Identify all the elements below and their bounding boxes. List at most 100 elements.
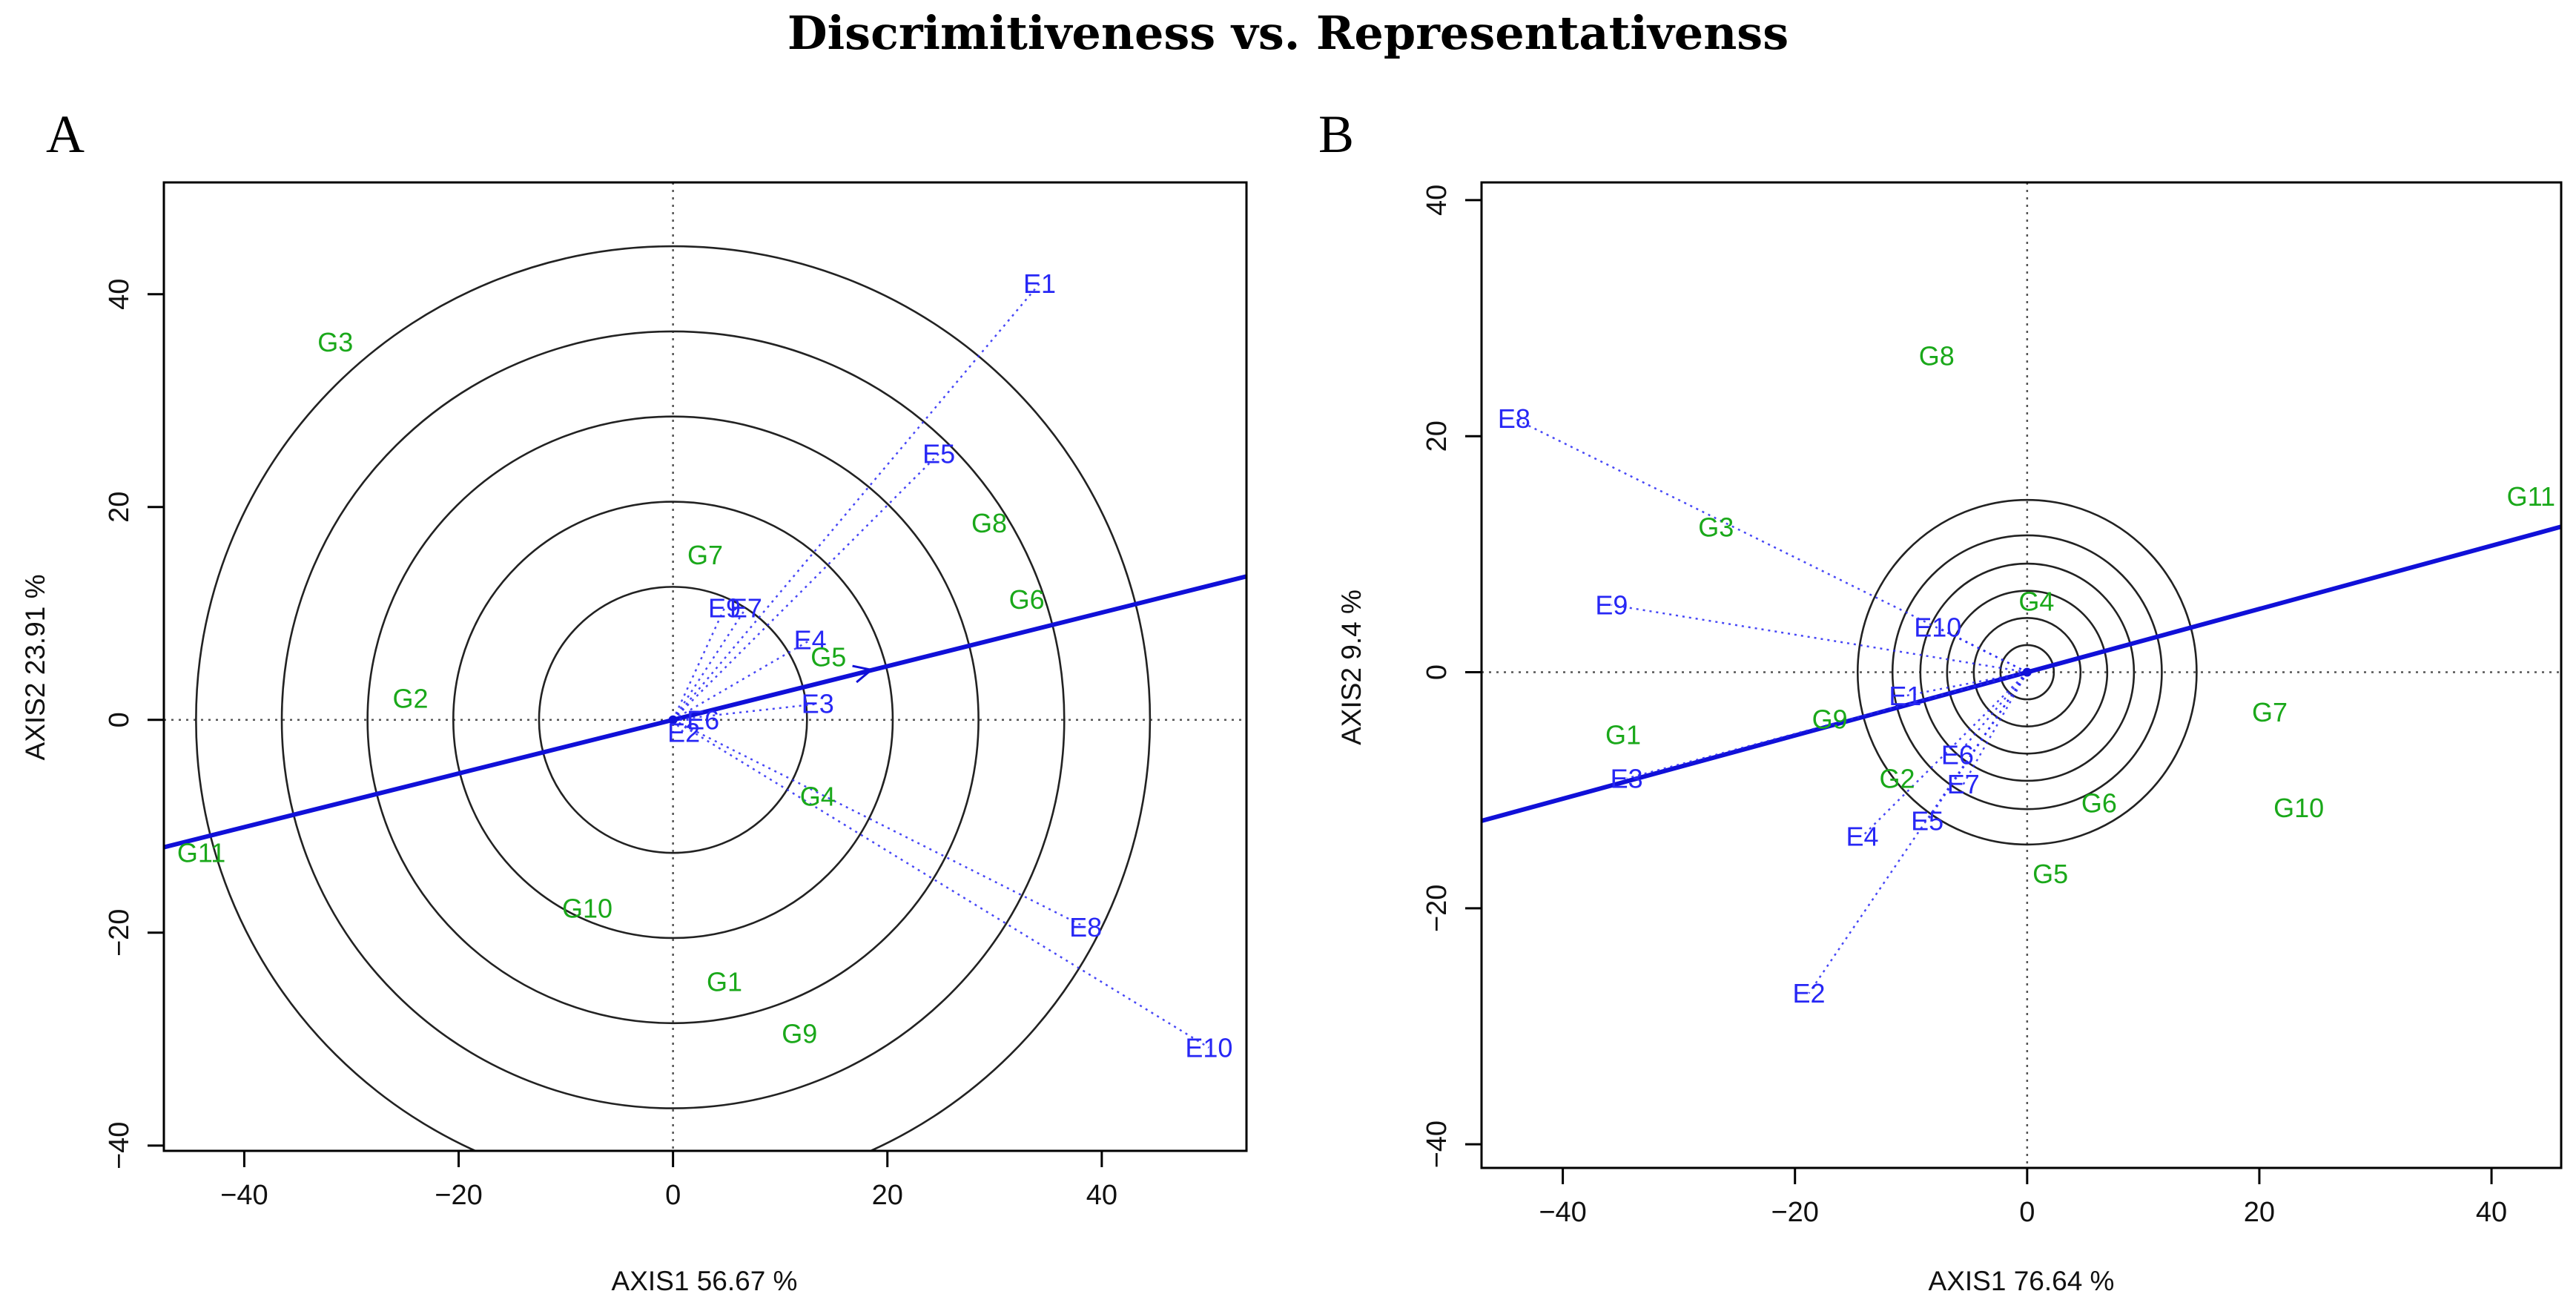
y-tick-label: −20 [104,909,135,957]
y-axis-label: AXIS2 23.91 % [20,575,50,761]
environment-label-e7: E7 [730,593,762,624]
y-tick-label: −40 [104,1122,135,1169]
environment-vector-e9 [672,607,726,721]
environment-vector-e10 [672,719,1210,1049]
concentric-circle-3 [366,415,980,1025]
panel-letter: B [1318,105,1354,164]
x-tick-label: 40 [2476,1197,2507,1228]
x-tick-label: 0 [2019,1197,2035,1228]
x-tick-label: −20 [1771,1197,1818,1228]
concentric-circle-5 [195,245,1152,1151]
y-axis-label: AXIS2 9.4 % [1336,590,1367,745]
y-tick-label: −20 [1421,885,1453,932]
x-tick-label: −20 [435,1180,482,1211]
plot-frame [162,181,1248,1152]
genotype-label-g3: G3 [1698,512,1734,542]
environment-vector-e6 [1956,671,2028,756]
panel-a: −40 −20 0 20 40 −40 −20 0 20 40 AXIS1 56.67 % AXIS2… [20,105,1248,1296]
concentric-circle-1 [1999,644,2055,701]
environment-label-e5: E5 [922,438,955,469]
concentric-circle-3 [1946,590,2109,755]
environment-label-e3: E3 [1611,763,1643,793]
genotype-label-g4: G4 [2018,587,2054,617]
origin-point [668,715,678,724]
environment-label-e6: E6 [687,704,719,735]
x-tick-label: 0 [665,1180,681,1211]
genotype-label-g2: G2 [392,684,428,714]
environment-vector-e4 [1861,671,2028,837]
y-tick-label: 20 [104,492,135,523]
concentric-circle-1 [538,586,808,854]
environment-label-e8: E8 [1069,912,1102,942]
genotype-label-g8: G8 [971,508,1007,538]
genotype-label-g9: G9 [782,1019,817,1049]
genotype-label-g8: G8 [1919,340,1955,371]
environment-label-e6: E6 [1941,739,1974,770]
environment-label-e1: E1 [1889,681,1921,711]
concentric-circle-2 [452,501,894,940]
environment-vector-e8 [673,719,1086,928]
x-tick-label: 20 [872,1180,903,1211]
genotype-label-g7: G7 [2252,697,2288,727]
genotype-label-g10: G10 [562,893,612,923]
environment-vector-e1 [672,283,1040,721]
genotype-label-g6: G6 [2081,788,2117,819]
genotype-label-g9: G9 [1812,704,1848,735]
x-tick-label: 40 [1086,1180,1117,1211]
genotype-label-g3: G3 [317,327,353,357]
y-tick-label: −40 [1421,1120,1453,1168]
y-tick-label: 20 [1421,420,1453,452]
environment-label-e10: E10 [1914,613,1961,643]
environment-vector-e7 [1962,671,2028,785]
concentric-circle-4 [280,330,1066,1109]
plot-area [164,182,1246,1151]
y-tick-label: 40 [1421,185,1453,216]
genotype-label-g5: G5 [2032,859,2068,889]
genotype-label-g11: G11 [2507,481,2555,512]
y-tick-label: 0 [104,712,135,727]
concentric-circle-6 [1856,498,2198,846]
x-axis-label: AXIS1 76.64 % [1929,1266,2115,1296]
environment-vector-e1 [1905,671,2028,697]
environment-label-e7: E7 [1947,769,1980,799]
x-tick-label: −40 [1539,1197,1586,1228]
environment-label-e9: E9 [1595,590,1628,620]
average-axis-arrowhead [852,664,874,684]
environment-vector-e9 [1611,604,2028,673]
environment-vector-e3 [1626,671,2028,779]
environment-label-e3: E3 [802,689,834,719]
environment-vector-e2 [672,719,685,733]
concentric-circle-2 [1972,617,2082,728]
plot-area [1482,182,2561,1168]
average-environment-axis [1482,524,2561,823]
average-environment-axis [164,574,1246,850]
genotype-label-g1: G1 [707,966,742,997]
environment-label-e10: E10 [1185,1032,1232,1063]
x-tick-label: 20 [2244,1197,2275,1228]
environment-vector-e5 [672,453,940,721]
environment-label-e4: E4 [794,625,827,656]
plot-frame [1480,181,2563,1169]
genotype-label-g10: G10 [2273,793,2324,823]
panel-letter: A [46,105,85,164]
environment-label-e8: E8 [1498,403,1530,434]
environment-label-e4: E4 [1846,821,1878,851]
x-axis-label: AXIS1 56.67 % [612,1266,798,1296]
environment-vector-e3 [673,702,818,722]
environment-vector-e2 [1808,671,2028,994]
environment-label-e2: E2 [667,717,700,747]
y-tick-label: 0 [1421,664,1453,680]
genotype-label-g4: G4 [800,782,836,812]
environment-label-e1: E1 [1023,268,1056,299]
figure-title: Discrimitiveness vs. Representativenss [787,6,1789,60]
concentric-circle-5 [1891,534,2163,810]
genotype-label-g11: G11 [177,838,225,868]
genotype-label-g5: G5 [810,642,846,673]
genotype-label-g6: G6 [1009,584,1045,615]
environment-label-e5: E5 [1911,806,1943,836]
genotype-label-g7: G7 [687,540,723,570]
concentric-circle-4 [1919,562,2136,782]
origin-point [2022,667,2032,677]
environment-label-e2: E2 [1792,978,1825,1008]
